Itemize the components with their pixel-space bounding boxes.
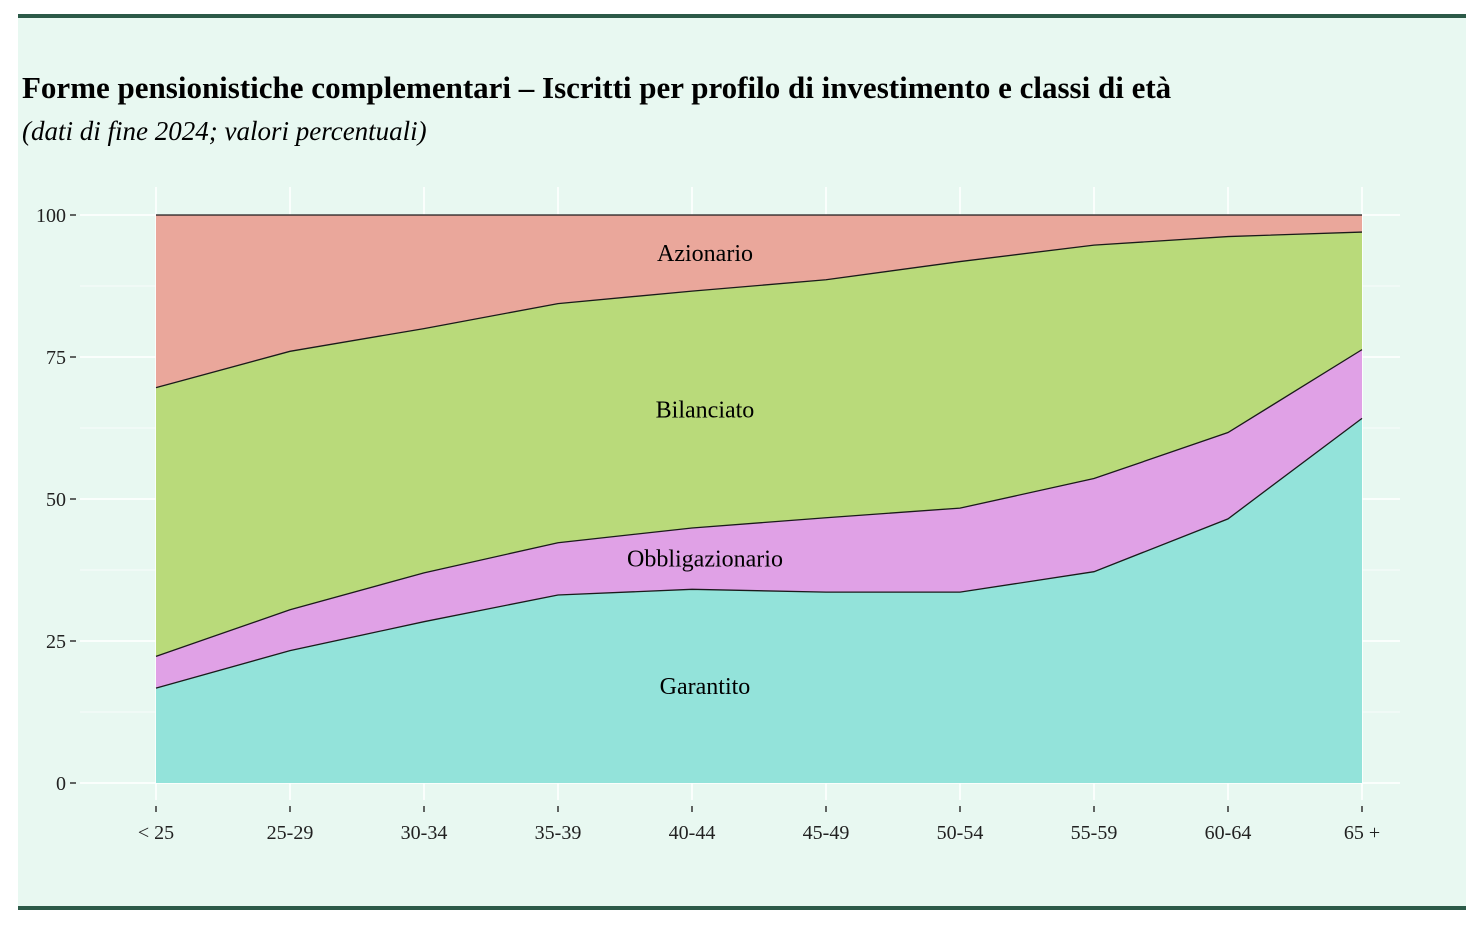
y-tick-label: 0 <box>56 773 66 795</box>
x-tick-label: 65 + <box>1344 822 1380 844</box>
y-tick-label: 100 <box>36 205 66 227</box>
x-tick-label: 60-64 <box>1205 822 1252 844</box>
series-label-azionario: Azionario <box>657 241 753 267</box>
y-tick-label: 50 <box>46 489 66 511</box>
bottom-rule <box>18 906 1466 910</box>
boundary-line-bilanciato <box>155 231 1363 389</box>
area-bilanciato <box>156 232 1362 657</box>
boundary-lines <box>155 214 1363 689</box>
x-tick-label: 35-39 <box>535 822 582 844</box>
x-tick-label: 50-54 <box>937 822 984 844</box>
x-tick-label: 30-34 <box>401 822 448 844</box>
x-tick-label: 45-49 <box>803 822 850 844</box>
x-tick-label: 55-59 <box>1071 822 1118 844</box>
y-tick-label: 25 <box>46 631 66 653</box>
area-azionario <box>156 215 1362 388</box>
area-garantito <box>156 418 1362 783</box>
x-tick-label: 25-29 <box>267 822 314 844</box>
series-label-garantito: Garantito <box>660 674 751 700</box>
x-tick-label: < 25 <box>138 822 174 844</box>
top-rule <box>18 14 1466 18</box>
boundary-line-obbligazionario <box>155 349 1363 657</box>
axes: 0 25 50 75 100 < 25 25-29 30-34 35-39 40-44 45-49 5… <box>36 205 1380 844</box>
x-tick-label: 40-44 <box>669 822 716 844</box>
areas <box>156 215 1362 783</box>
boundary-line-garantito <box>155 417 1363 689</box>
series-label-obbligazionario: Obbligazionario <box>627 547 783 573</box>
area-obbligazionario <box>156 349 1362 689</box>
chart-subtitle: (dati di fine 2024; valori percentuali) <box>22 116 427 146</box>
series-label-bilanciato: Bilanciato <box>656 398 755 424</box>
series-labels: Garantito Obbligazionario Bilanciato Aziona… <box>627 241 783 700</box>
y-tick-label: 75 <box>46 347 66 369</box>
chart-title: Forme pensionistiche complementari – Isc… <box>22 70 1172 105</box>
